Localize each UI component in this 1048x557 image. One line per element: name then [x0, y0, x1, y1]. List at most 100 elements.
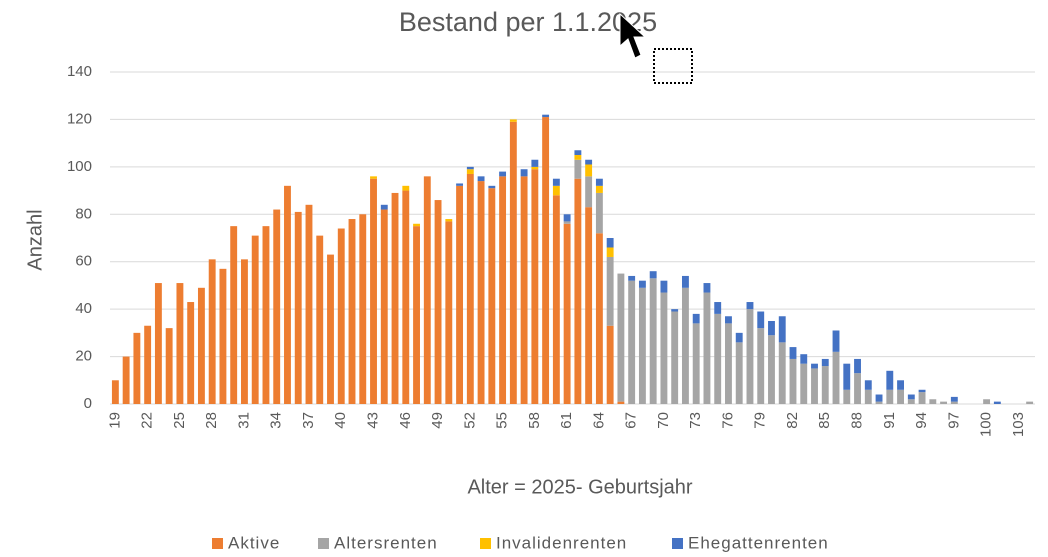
legend-swatch — [318, 538, 329, 549]
bar-segment — [725, 316, 732, 324]
bar-segment — [714, 302, 722, 314]
legend-swatch — [672, 538, 683, 549]
bar-segment — [187, 302, 195, 404]
x-tick-label: 85 — [816, 412, 833, 429]
y-tick-label: 140 — [67, 63, 92, 80]
bar-segment — [466, 169, 474, 174]
bar-segment — [133, 332, 141, 404]
bar-segment — [800, 363, 808, 404]
bar-segment — [499, 171, 507, 177]
y-tick-label: 40 — [75, 300, 92, 317]
legend-swatch — [480, 538, 491, 549]
bar-segment — [294, 211, 302, 404]
bar-segment — [154, 283, 162, 404]
bar-segment — [413, 226, 420, 404]
x-tick-label: 22 — [139, 412, 156, 429]
y-tick-label: 20 — [75, 348, 92, 365]
bar-segment — [832, 330, 840, 352]
x-tick-label: 67 — [623, 412, 640, 429]
x-axis-title: Alter = 2025- Geburtsjahr — [467, 476, 692, 498]
x-tick-label: 19 — [106, 412, 123, 429]
bar-segment — [509, 119, 517, 122]
bar-segment — [606, 256, 614, 326]
x-tick-label: 34 — [268, 412, 285, 429]
bar-segment — [402, 190, 410, 404]
bar-segment — [854, 373, 861, 404]
bar-segment — [757, 311, 765, 329]
bar-segment — [445, 219, 453, 222]
bar-segment — [993, 401, 1001, 404]
bar-segment — [725, 323, 732, 404]
bar-segment — [477, 176, 485, 182]
bar-segment — [284, 185, 291, 404]
bar-segment — [122, 356, 130, 404]
bar-segment — [595, 178, 603, 186]
bar-segment — [197, 287, 205, 404]
bar-segment — [434, 200, 442, 404]
bar-segment — [531, 159, 539, 167]
bar-segment — [703, 292, 711, 404]
bar-segment — [789, 347, 797, 359]
x-tick-label: 79 — [752, 412, 769, 429]
bar-segment — [606, 238, 614, 248]
bar-segment — [380, 204, 388, 210]
plot-area: 0 20 40 60 80 100 120 140 19 22 25 28 31 34 37 40 43 46 49… — [67, 63, 1035, 437]
bar-segment — [746, 302, 754, 310]
x-tick-label: 97 — [945, 412, 962, 429]
x-tick-label: 52 — [461, 412, 478, 429]
x-tick-label: 76 — [719, 412, 736, 429]
bar-segment — [606, 325, 614, 404]
x-tick-label: 61 — [558, 412, 575, 429]
bar-segment — [918, 392, 926, 404]
bar-segment — [778, 316, 786, 343]
bar-segment — [585, 164, 593, 177]
bar-segment — [768, 335, 775, 404]
x-tick-label: 94 — [913, 412, 930, 429]
bar-segment — [531, 166, 539, 170]
bar-segment — [929, 399, 937, 404]
bar-segment — [111, 380, 119, 404]
x-tick-label: 37 — [300, 412, 317, 429]
bar-segment — [907, 394, 915, 400]
x-tick-label: 28 — [203, 412, 220, 429]
bar-segment — [660, 280, 668, 293]
legend: Aktive Altersrenten Invalidenrenten Ehegatt… — [212, 533, 828, 552]
bar-segment — [778, 342, 786, 404]
bar-segment — [692, 313, 700, 324]
bar-segment — [800, 354, 808, 364]
bar-segment — [552, 185, 560, 196]
bar-segment — [359, 214, 367, 404]
bar-segment — [423, 176, 431, 404]
bar-segment — [402, 185, 410, 191]
bar-segment — [552, 195, 560, 404]
bar-segment — [241, 259, 248, 404]
bar-segment — [886, 389, 894, 404]
bar-segment — [477, 181, 485, 404]
bar-segment — [703, 283, 711, 293]
bar-segment — [499, 176, 507, 404]
y-tick-label: 0 — [84, 395, 92, 412]
bar-segment — [671, 311, 679, 404]
bar-segment — [617, 401, 625, 404]
y-axis-title: Anzahl — [24, 209, 46, 270]
legend-swatch — [212, 538, 223, 549]
x-tick-label: 82 — [784, 412, 801, 429]
bar-segment — [714, 313, 722, 404]
bar-segment — [488, 185, 496, 189]
bar-segment — [445, 221, 453, 404]
bar-segment — [595, 185, 603, 193]
bar-segment — [509, 121, 517, 405]
bar-segment — [563, 214, 571, 222]
bar-segment — [864, 389, 872, 404]
bar-segment — [821, 366, 829, 404]
bar-segment — [681, 287, 689, 404]
bar-segment — [940, 401, 948, 404]
y-tick-label: 60 — [75, 253, 92, 270]
bar-segment — [585, 176, 593, 208]
bar-segment — [208, 259, 216, 404]
bar-segment — [466, 166, 474, 170]
bar-segment — [595, 192, 603, 234]
x-tick-label: 31 — [235, 412, 252, 429]
y-tick-label: 120 — [67, 110, 92, 127]
bar-segment — [585, 159, 593, 165]
